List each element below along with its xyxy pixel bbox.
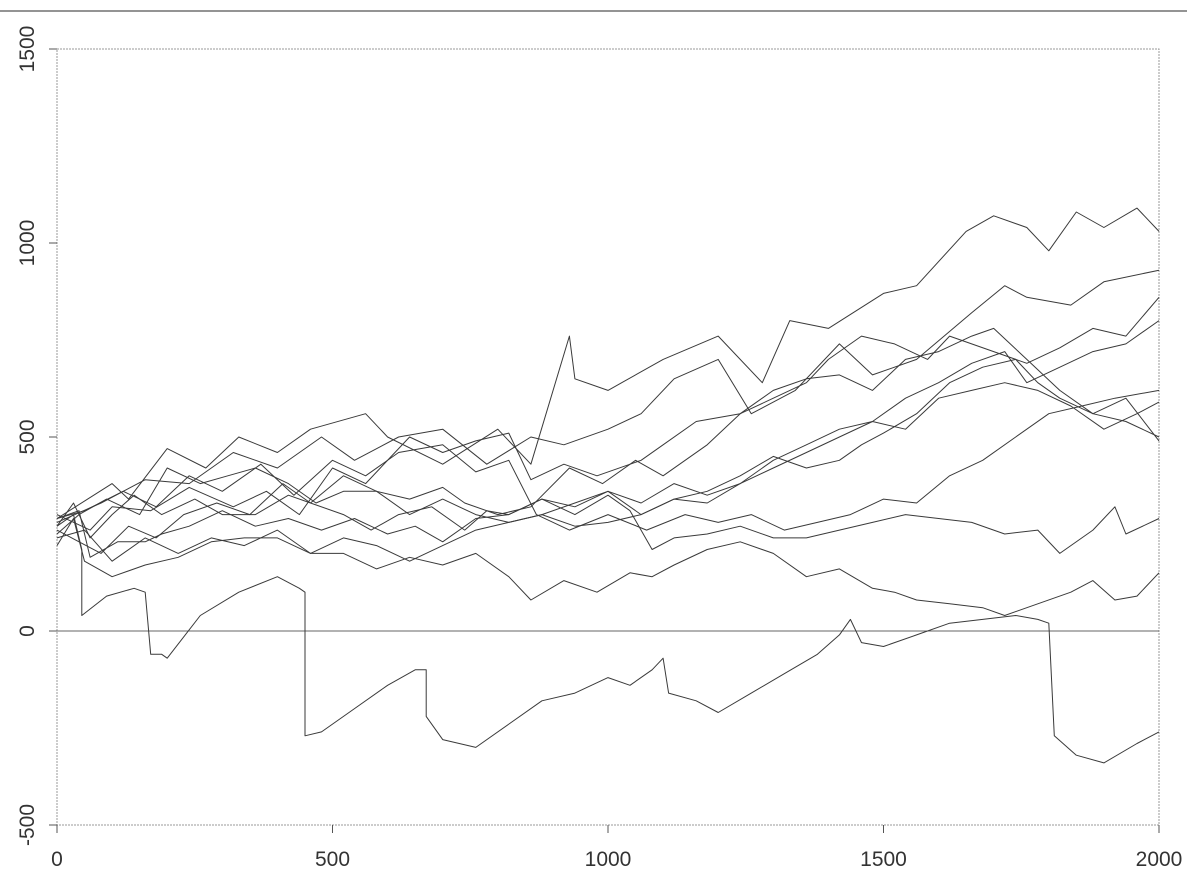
series-line-11 <box>56 514 1160 764</box>
series-line-6 <box>56 389 1160 531</box>
x-tick-label: 2000 <box>1136 848 1183 871</box>
series-line-1 <box>56 207 1160 519</box>
series-line-2 <box>56 269 1160 523</box>
x-tick-label: 500 <box>315 848 350 871</box>
series-line-8 <box>56 358 1160 562</box>
y-tick-label: 1500 <box>16 26 39 73</box>
x-tick-label: 1500 <box>860 848 907 871</box>
y-tick-label: -500 <box>16 804 39 846</box>
y-axis-ticks: -500 0 500 1000 1500 <box>16 26 57 846</box>
y-tick-label: 1000 <box>16 220 39 267</box>
x-tick-label: 0 <box>51 848 63 871</box>
x-axis-ticks: 0 500 1000 1500 2000 <box>51 825 1182 871</box>
y-tick-label: 500 <box>16 419 39 454</box>
series-line-5 <box>56 320 1160 539</box>
series-line-9 <box>56 494 1160 558</box>
plot-frame <box>56 48 1160 826</box>
y-tick-label: 0 <box>16 625 39 637</box>
series-line-3 <box>56 327 1160 531</box>
series-line-10 <box>56 518 1160 616</box>
series-group <box>56 207 1160 764</box>
x-tick-label: 1000 <box>585 848 632 871</box>
series-line-4 <box>56 296 1160 535</box>
series-line-7 <box>56 382 1160 554</box>
